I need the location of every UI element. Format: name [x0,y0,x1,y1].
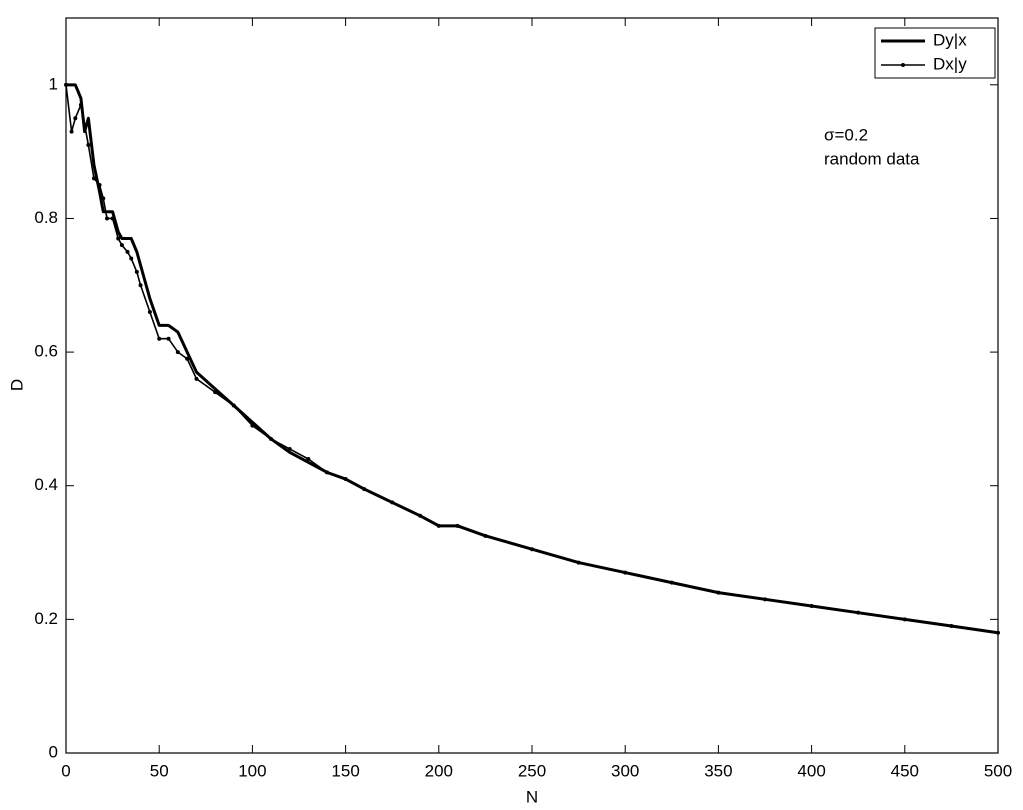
legend-label: Dx|y [933,54,967,73]
y-tick-label: 0.8 [34,208,58,227]
annotation: random data [824,149,920,168]
legend-swatch [901,63,905,67]
series-marker [306,457,311,461]
series-marker [101,196,106,201]
x-tick-label: 500 [984,761,1012,780]
series-marker [157,336,162,341]
x-tick-label: 350 [704,761,732,780]
series-marker [129,256,134,261]
x-axis-label: N [526,787,538,806]
y-tick-label: 0.2 [34,609,58,628]
series-marker [576,560,581,565]
series-marker [809,604,814,608]
y-tick-label: 1 [49,74,58,93]
series-marker [856,610,861,615]
x-tick-label: 450 [891,761,919,780]
x-tick-label: 150 [331,761,359,780]
series-marker [455,523,460,528]
series-marker [69,129,74,134]
x-tick-label: 300 [611,761,639,780]
x-tick-label: 400 [797,761,825,780]
x-tick-label: 100 [238,761,266,780]
series-marker [134,269,139,274]
x-tick-label: 250 [518,761,546,780]
series-marker [64,82,68,87]
series-marker [269,436,274,441]
y-tick-label: 0 [49,742,58,761]
series-marker [436,523,441,528]
series-marker [138,283,143,288]
series-marker [125,249,130,254]
x-tick-label: 0 [61,761,70,780]
series-marker [194,376,199,381]
series-marker [324,470,329,475]
annotation: σ=0.2 [824,125,868,144]
series-marker [97,183,102,188]
y-axis-label: D [7,379,26,391]
legend-box [874,27,996,79]
series-marker [418,513,423,518]
series-marker [343,477,348,482]
series-marker [669,580,674,585]
series-marker [213,390,218,395]
series-marker [110,216,115,221]
series-line [65,84,999,634]
series-marker [116,236,121,241]
series-marker [231,403,236,408]
series-marker [91,176,96,181]
series-marker [185,356,190,361]
series-marker [105,216,110,221]
series-marker [166,336,171,341]
series-marker [623,570,628,575]
x-tick-label: 50 [150,761,169,780]
series-marker [175,350,180,355]
series-marker [82,122,87,127]
series-marker [147,310,152,314]
series-marker [287,446,292,451]
legend-label: Dy|x [933,30,967,49]
series-marker [902,617,907,622]
series-marker [362,487,367,492]
series-marker [390,500,395,505]
series-marker [483,533,488,538]
series-marker [73,116,78,121]
series-marker [119,243,124,248]
series-marker [763,597,767,602]
y-tick-label: 0.6 [34,342,58,361]
y-tick-label: 0.4 [34,475,58,494]
series-marker [250,423,255,428]
series-marker [86,142,91,147]
x-tick-label: 200 [425,761,453,780]
series-marker [716,590,721,595]
series-marker [78,102,83,107]
series-marker [530,547,534,552]
series-marker [949,624,954,629]
series-marker [996,630,1000,635]
